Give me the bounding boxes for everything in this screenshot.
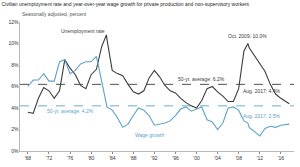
- svg-text:2%: 2%: [11, 126, 19, 132]
- svg-text:'76: '76: [67, 155, 74, 161]
- svg-text:12%: 12%: [8, 19, 19, 25]
- svg-text:Unemployment rate: Unemployment rate: [61, 28, 105, 34]
- svg-text:50-yr. average: 6.2%: 50-yr. average: 6.2%: [178, 76, 225, 82]
- svg-text:'88: '88: [130, 155, 137, 161]
- svg-text:'16: '16: [278, 155, 285, 161]
- svg-text:'00: '00: [193, 155, 200, 161]
- svg-text:'12: '12: [256, 155, 263, 161]
- svg-text:'08: '08: [235, 155, 242, 161]
- svg-text:50-yr. average: 4.2%: 50-yr. average: 4.2%: [47, 108, 94, 114]
- svg-text:Oct. 2009: 10.0%: Oct. 2009: 10.0%: [228, 33, 267, 39]
- svg-text:8%: 8%: [11, 62, 19, 68]
- svg-text:10%: 10%: [8, 40, 19, 46]
- svg-text:0%: 0%: [11, 148, 19, 154]
- svg-text:'04: '04: [214, 155, 221, 161]
- svg-text:Aug. 2017: 4.4%: Aug. 2017: 4.4%: [243, 88, 281, 94]
- svg-text:'72: '72: [46, 155, 53, 161]
- svg-text:'92: '92: [151, 155, 158, 161]
- svg-text:'80: '80: [88, 155, 95, 161]
- svg-text:'96: '96: [172, 155, 179, 161]
- svg-text:Civilian unemployment rate and: Civilian unemployment rate and year-over…: [2, 1, 250, 7]
- svg-text:6%: 6%: [11, 83, 19, 89]
- svg-text:Wage growth: Wage growth: [135, 132, 164, 138]
- svg-text:4%: 4%: [11, 105, 19, 111]
- svg-text:Seasonally adjusted, percent: Seasonally adjusted, percent: [22, 11, 87, 17]
- svg-text:'68: '68: [25, 155, 32, 161]
- svg-text:Aug. 2017: 2.5%: Aug. 2017: 2.5%: [243, 113, 281, 119]
- svg-text:'84: '84: [109, 155, 116, 161]
